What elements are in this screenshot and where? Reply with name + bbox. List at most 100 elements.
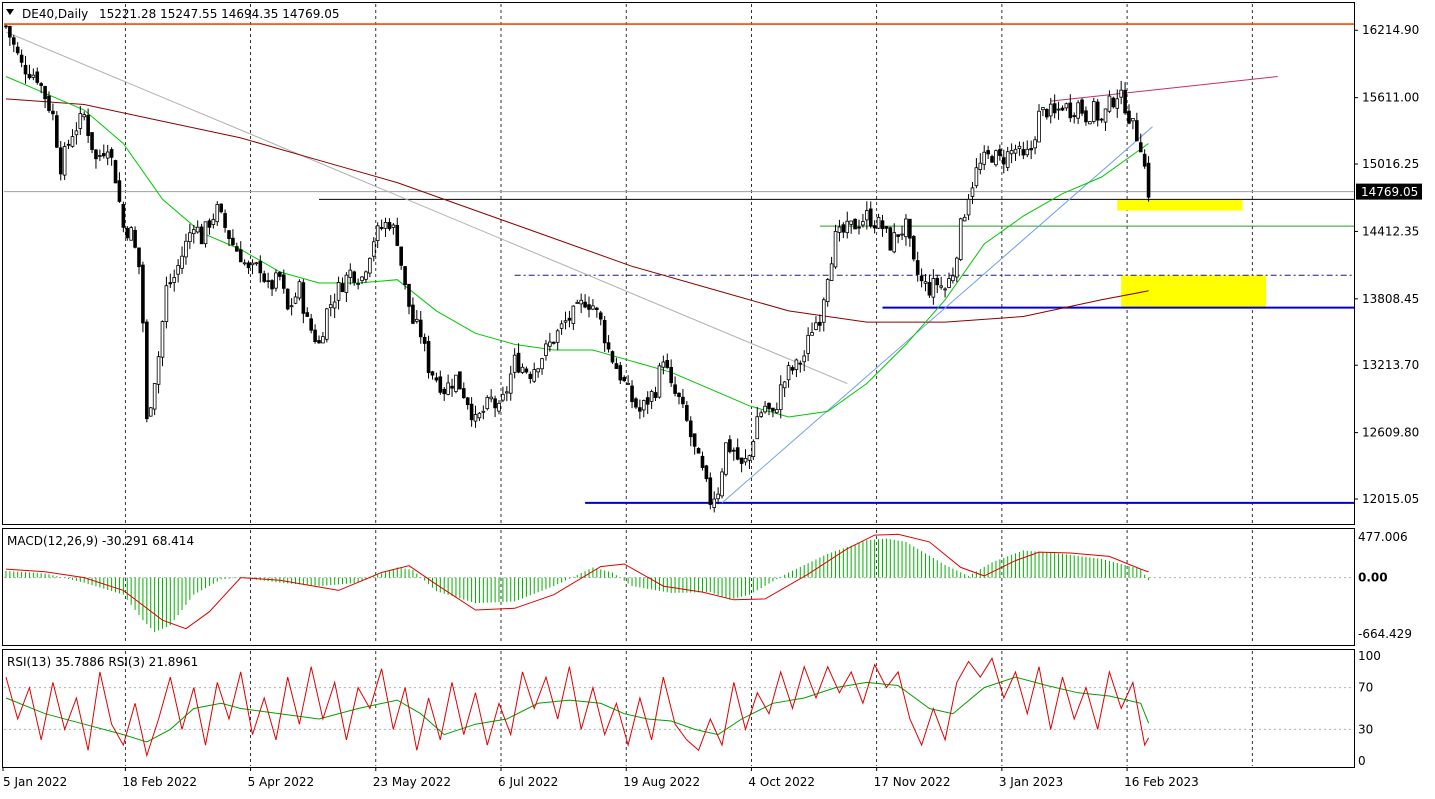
candle (356, 278, 360, 290)
candle-body (340, 283, 345, 293)
candle-body (1099, 118, 1104, 121)
candle-body (931, 278, 936, 298)
candle-body (51, 110, 55, 115)
candle (336, 276, 341, 310)
rsi-axis-label: 70 (1358, 681, 1373, 695)
candle (23, 55, 28, 84)
candle-body (904, 218, 908, 238)
candle (739, 457, 744, 473)
candle (1095, 99, 1100, 127)
candle-body (70, 136, 75, 147)
candle-body (818, 321, 822, 326)
candle (555, 328, 560, 351)
candle (955, 256, 959, 283)
candle-body (101, 153, 106, 157)
candle-body (532, 369, 537, 382)
candle-body (1088, 121, 1092, 125)
date-axis-label: 23 May 2022 (373, 775, 451, 789)
candle (829, 256, 834, 281)
candle-body (829, 263, 834, 281)
candle (47, 91, 51, 113)
candle-body (285, 288, 290, 310)
candle (191, 224, 196, 244)
candle-body (35, 71, 40, 83)
candle-body (375, 225, 380, 241)
candle-body (990, 156, 994, 163)
symbol-timeframe-label: DE40,Daily (22, 7, 88, 21)
chevron-down-icon[interactable] (6, 9, 14, 15)
candle-body (1123, 89, 1127, 114)
candle (364, 270, 368, 283)
candle-body (892, 232, 897, 253)
candle-body (27, 73, 32, 79)
candle (152, 383, 157, 416)
candle-body (1107, 95, 1112, 112)
candle-body (1095, 101, 1100, 121)
candle-body (688, 420, 693, 438)
candle-body (939, 285, 943, 288)
candle-body (348, 269, 353, 278)
candle (164, 276, 169, 329)
candle-body (62, 146, 67, 176)
candle-body (587, 304, 591, 310)
candle (148, 406, 153, 417)
candle-body (540, 358, 544, 370)
candle (962, 214, 967, 222)
candle (371, 237, 376, 262)
candle (407, 283, 411, 315)
candle-body (289, 305, 294, 308)
candle-body (336, 281, 341, 301)
candle-body (258, 260, 263, 274)
symbol-menu[interactable] (6, 9, 14, 15)
candle (270, 279, 274, 297)
candle-body (43, 86, 47, 100)
candle-body (849, 220, 853, 225)
candle (1123, 82, 1127, 115)
candle-body (172, 277, 177, 283)
candle (203, 221, 208, 248)
candle (278, 271, 282, 281)
candle-body (497, 402, 501, 412)
candle (340, 277, 345, 293)
candle (1048, 97, 1053, 124)
candle (994, 149, 998, 167)
candle-body (1127, 110, 1131, 124)
candle-body (970, 187, 975, 197)
candle (481, 405, 486, 420)
candle-body (696, 448, 701, 454)
candle (219, 203, 223, 214)
candle-body (638, 407, 642, 412)
candle-body (313, 329, 317, 342)
candle (587, 296, 591, 318)
grid-layer (124, 4, 1253, 766)
candle-body (485, 397, 490, 410)
candle (4, 24, 8, 29)
candle-body (649, 391, 654, 402)
candle-body (1080, 99, 1084, 114)
candle-body (951, 275, 955, 282)
candle (645, 391, 650, 414)
candle (927, 274, 932, 298)
candle-body (563, 320, 568, 323)
candle (399, 246, 403, 270)
candle-body (90, 132, 94, 150)
candle-body (1037, 110, 1041, 143)
candle (528, 371, 533, 384)
candle (1138, 133, 1143, 153)
candle-body (704, 465, 709, 480)
candle (328, 295, 333, 317)
candle-body (458, 371, 462, 390)
candle (360, 276, 364, 285)
candle-body (771, 407, 775, 412)
candle (865, 201, 869, 230)
candle (790, 365, 795, 375)
candle-body (567, 317, 572, 321)
candle (105, 144, 110, 166)
candle (141, 261, 145, 333)
trend-line (5, 31, 848, 384)
candle-body (544, 343, 548, 357)
candle (798, 360, 803, 373)
candle (1135, 112, 1139, 142)
